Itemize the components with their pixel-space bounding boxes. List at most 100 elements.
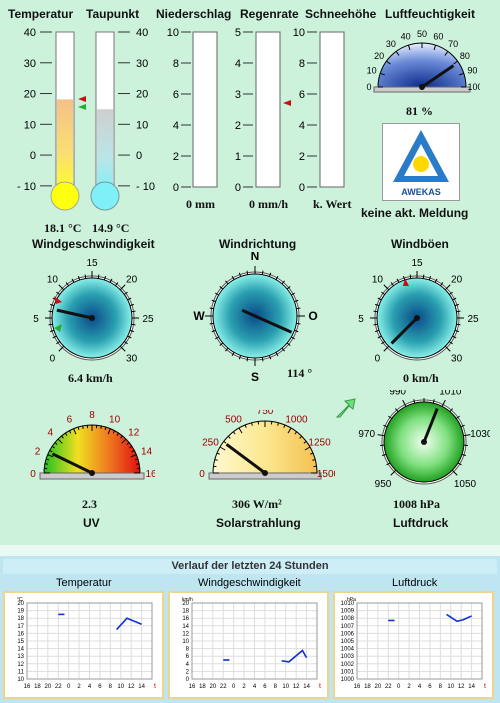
- history-y-tick: 10: [17, 677, 24, 683]
- uv-tick: [116, 432, 120, 436]
- history-unit: °C: [17, 597, 23, 603]
- humidity-tick-label: 20: [374, 51, 384, 61]
- history-y-tick: 18: [17, 616, 24, 622]
- history-x-tick: 12: [458, 684, 465, 690]
- humidity-tick: [386, 60, 391, 65]
- wind-gust-tick: [381, 341, 385, 345]
- history-line: [281, 649, 308, 663]
- uv-tick: [49, 449, 53, 453]
- humidity-tick: [433, 44, 437, 51]
- history-y-tick: 12: [182, 631, 189, 637]
- wind-speed-tick: [131, 323, 136, 326]
- uv-tick: [130, 454, 137, 458]
- wind-dir-tick: [261, 357, 264, 362]
- pressure-tick: [383, 424, 388, 428]
- thermo-left-tick: 20: [24, 89, 36, 101]
- bar-scale-tick: 5: [235, 27, 241, 39]
- history-x-tick: 10: [282, 684, 289, 690]
- history-unit: km/h: [182, 597, 193, 603]
- bar-scale-tick: 6: [173, 89, 179, 101]
- wind-speed-tick: [48, 323, 53, 326]
- humidity-tick-label: 30: [386, 39, 396, 49]
- thermo-left-tick: 40: [24, 27, 36, 39]
- humidity-gauge: 0102030405060708090100: [366, 29, 480, 93]
- wind-gust-gauge: 0 5 10 15 20 25 30: [358, 258, 479, 365]
- wind-dir-tick: [219, 342, 224, 346]
- history-y-tick: 0: [186, 677, 190, 683]
- history-x-tick: 14: [138, 684, 145, 690]
- wind-dir-tick: [231, 352, 235, 357]
- history-x-tick: 18: [34, 684, 41, 690]
- solar-tick-label: 0: [199, 469, 205, 480]
- uv-value: 2.3: [82, 497, 97, 511]
- temperature-value: 18.1 °C: [44, 221, 82, 235]
- humidity-tick-label: 60: [433, 32, 443, 42]
- history-y-tick: 1008: [341, 616, 355, 622]
- wind-gust-tick: [454, 329, 460, 333]
- bar-scale-tick: 2: [299, 151, 305, 163]
- history-y-tick: 1010: [341, 601, 355, 607]
- pressure-tick-label: 970: [358, 429, 375, 440]
- uv-tick: [112, 430, 116, 434]
- history-pressure-chart[interactable]: hPa 1010 1009 1008 1007 1006 1005 1004 1003 1002 1…: [333, 591, 494, 699]
- humidity-tick-label: 100: [467, 82, 480, 92]
- solar-tick: [244, 424, 247, 428]
- history-y-tick: 1001: [341, 669, 355, 675]
- thermo-left-tick: 30: [24, 58, 36, 70]
- pressure-tick: [386, 462, 391, 466]
- wind-gust-tick-label: 20: [451, 274, 463, 285]
- uv-face: [43, 424, 141, 474]
- history-x-tick: 2: [407, 684, 411, 690]
- pressure-title: Luftdruck: [393, 516, 449, 530]
- pressure-tick: [377, 434, 385, 437]
- wind-dir-needle: [254, 314, 293, 334]
- niederschlag-bar: [192, 31, 218, 188]
- solar-tick: [312, 459, 316, 461]
- regenrate-bar: [255, 31, 281, 188]
- pressure-tick-label: 950: [375, 479, 392, 490]
- wind-speed-tick: [49, 329, 55, 333]
- pressure-value: 1008 hPa: [393, 497, 441, 511]
- wind-gust-tick: [381, 291, 385, 295]
- wind-dir-tick: [291, 336, 296, 340]
- wind-speed-min-marker: [54, 324, 62, 332]
- history-x-tick: 8: [274, 684, 278, 690]
- history-temp-chart[interactable]: °C 20 19 18 17 16 15 14 13 12 11 10 16 18 20 22 0 2 4 6 8 10 1…: [3, 591, 164, 699]
- history-wind-chart[interactable]: km/h 20 18 16 14 12 10 8 6 4 2 0 16 18 20 22 0 2 4 6 8 10 12 14…: [168, 591, 329, 699]
- wind-gust-title: Windböen: [391, 237, 449, 251]
- awekas-logo[interactable]: AWEKAS: [382, 123, 460, 201]
- solar-tick-label: 1250: [308, 438, 331, 449]
- wind-speed-tick-label: 20: [126, 274, 138, 285]
- history-x-last: t: [484, 683, 486, 690]
- niederschlag-value: 0 mm: [186, 197, 215, 211]
- wind-dir-tick: [296, 322, 301, 325]
- awekas-logo-graphic: AWEKAS: [393, 130, 449, 197]
- uv-tick: [134, 458, 139, 461]
- wind-dir-tick: [275, 352, 279, 357]
- bar-scale-tick: 1: [235, 151, 241, 163]
- history-y-tick: 20: [17, 601, 24, 607]
- solar-face: [212, 420, 318, 474]
- wind-dir-tick: [209, 322, 214, 325]
- history-x-tick: 8: [439, 684, 443, 690]
- history-x-tick: 16: [354, 684, 361, 690]
- history-x-tick: 12: [293, 684, 300, 690]
- header-niederschlag: Niederschlag: [156, 7, 232, 21]
- history-x-tick: 14: [468, 684, 475, 690]
- wind-dir-east: O: [308, 309, 317, 323]
- wind-speed-tick-label: 5: [33, 314, 39, 325]
- pressure-gauge: 950 970 990 1010 1030 1050: [358, 390, 490, 490]
- thermometers: 40 40 30 30 20 20 10 10 0 0 - 10 - 10: [17, 27, 155, 211]
- wind-gust-tick-label: 15: [411, 258, 423, 269]
- wind-gust-hub: [414, 315, 420, 321]
- history-x-tick: 12: [128, 684, 135, 690]
- uv-tick: [107, 428, 111, 435]
- humidity-hub: [419, 84, 425, 90]
- humidity-tick: [395, 51, 400, 56]
- history-y-tick: 10: [182, 639, 189, 645]
- bar-scale-tick: 2: [173, 151, 179, 163]
- wind-dir-tick: [281, 280, 285, 285]
- wind-dir-tick: [268, 272, 272, 277]
- wind-dir-title: Windrichtung: [219, 237, 297, 251]
